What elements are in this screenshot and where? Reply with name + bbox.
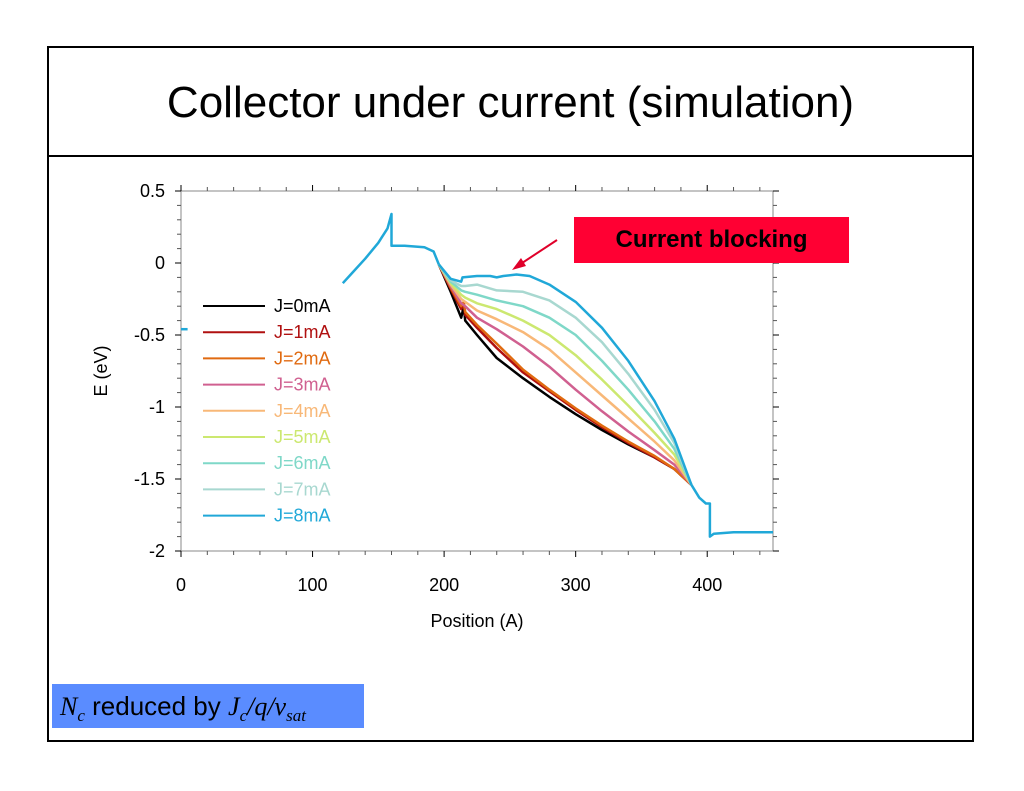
- common-band-line: [690, 484, 773, 538]
- legend-entry: J=1mA: [274, 322, 331, 342]
- note-formula: Jc/q/vsat: [228, 692, 306, 726]
- legend-entry: J=2mA: [274, 348, 331, 368]
- x-tick-label: 400: [692, 575, 722, 595]
- series-line: [437, 263, 693, 486]
- series-line: [437, 263, 693, 486]
- x-tick-label: 0: [176, 575, 186, 595]
- y-tick-label: -1.5: [134, 469, 165, 489]
- y-tick-label: 0.5: [140, 181, 165, 201]
- series-line: [437, 263, 693, 486]
- y-tick-label: -2: [149, 541, 165, 561]
- callout-arrow-head: [512, 258, 526, 270]
- current-blocking-callout: Current blocking: [574, 217, 849, 263]
- y-tick-label: -0.5: [134, 325, 165, 345]
- legend-entry: J=6mA: [274, 453, 331, 473]
- series-line: [437, 263, 693, 486]
- x-tick-label: 300: [561, 575, 591, 595]
- note-text: reduced by: [92, 691, 221, 721]
- note-symbol: Nc: [60, 692, 85, 726]
- nc-note: Nc reduced by Jc/q/vsat: [52, 684, 364, 728]
- series-line: [437, 263, 693, 486]
- x-axis-label: Position (A): [430, 611, 523, 631]
- legend-entry: J=4mA: [274, 401, 331, 421]
- y-axis-label: E (eV): [91, 345, 111, 396]
- plot-frame: [180, 190, 774, 552]
- series-line: [437, 263, 693, 486]
- legend-entry: J=7mA: [274, 479, 331, 499]
- series-line: [437, 263, 693, 486]
- legend-entry: J=5mA: [274, 427, 331, 447]
- series-line: [437, 263, 693, 486]
- title-bar: Collector under current (simulation): [49, 48, 972, 157]
- x-tick-label: 200: [429, 575, 459, 595]
- y-tick-label: 0: [155, 253, 165, 273]
- slide-title: Collector under current (simulation): [166, 78, 855, 127]
- common-band-line: [341, 212, 440, 285]
- series-line: [437, 263, 693, 486]
- legend-entry: J=8mA: [274, 506, 331, 526]
- x-tick-label: 100: [298, 575, 328, 595]
- y-tick-label: -1: [149, 397, 165, 417]
- slide-frame: Collector under current (simulation): [47, 46, 974, 742]
- legend-entry: J=3mA: [274, 375, 331, 395]
- legend-entry: J=0mA: [274, 296, 331, 316]
